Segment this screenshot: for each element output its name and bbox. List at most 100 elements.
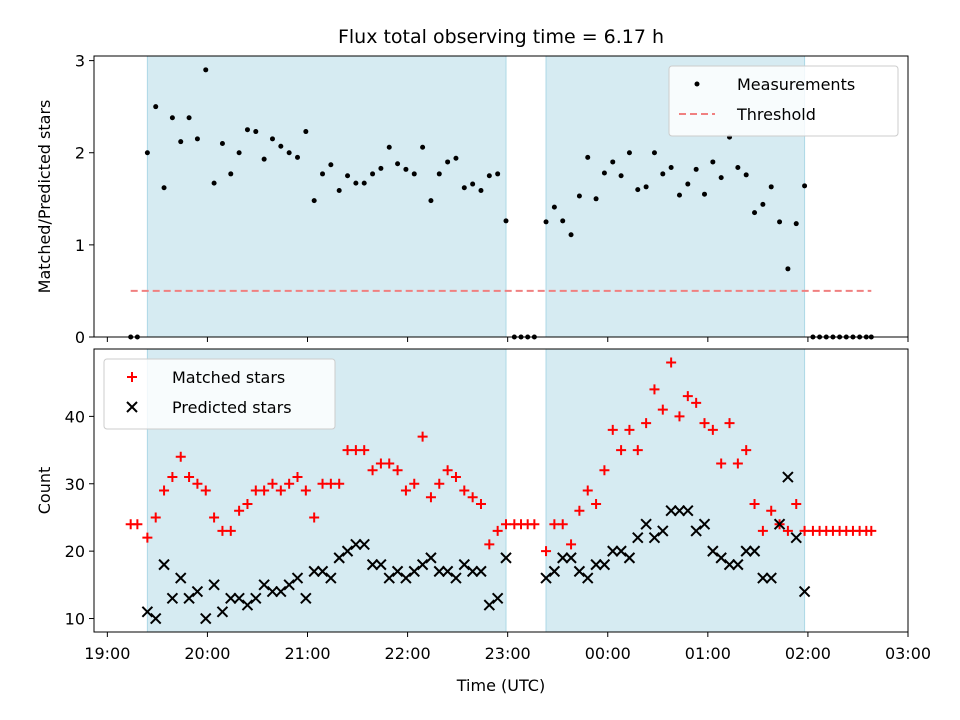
data-point [459,485,470,496]
data-point [250,485,261,496]
data-point [732,458,743,469]
data-point [741,445,752,456]
data-point [253,129,259,135]
data-point [735,164,741,170]
legend-label: Matched stars [172,368,285,387]
data-point [300,485,311,496]
legend-label: Measurements [737,75,855,94]
data-point [417,431,428,442]
data-point [169,115,175,121]
data-point [200,612,212,625]
legend-box [668,65,899,137]
data-point [445,159,451,165]
data-point [428,198,434,204]
series-matched-stars [125,357,877,557]
data-point [450,472,461,483]
data-point [607,545,619,557]
data-point [676,192,682,198]
data-point [300,592,312,605]
data-point [425,492,436,503]
data-point [228,171,234,177]
data-point [732,558,744,571]
data-point [225,592,237,605]
data-point [782,525,793,536]
data-point [408,565,420,578]
data-point [491,592,504,605]
data-point [267,478,278,489]
legend: Measurements Threshold [668,65,899,137]
data-point [541,546,552,557]
data-point [674,411,685,422]
data-point [500,552,512,564]
data-point [616,445,627,456]
data-point [345,173,351,179]
y-tick-label: 3 [75,52,85,71]
panel-2: 10 20 30 40 19:00 20:00 21:00 22:00 23:00 00:00 01… [35,348,931,695]
data-point [802,183,808,189]
data-point [565,552,577,564]
data-point [615,545,627,557]
data-point [610,159,616,165]
data-point [715,552,727,564]
legend-marker [126,401,138,413]
data-point [657,404,668,415]
data-point [765,572,777,584]
data-point [217,525,228,536]
observing-window-1 [146,55,507,338]
data-point [234,505,245,516]
data-point [366,558,379,571]
data-point [441,565,454,578]
data-point [350,538,362,551]
data-point [283,579,295,591]
x-tick-label: 23:00 [485,644,531,663]
data-point [475,498,486,509]
data-point [161,185,167,191]
data-point [743,172,749,178]
data-point [233,592,245,605]
data-point [682,391,693,402]
data-point [266,585,279,598]
data-point [624,424,635,435]
data-point [665,505,677,517]
data-point [219,141,225,147]
data-point [790,531,802,544]
data-point [375,558,387,571]
data-point [557,519,568,530]
data-point [501,519,512,530]
data-point [699,418,710,429]
data-point [433,565,445,578]
x-tick-label: 22:00 [385,644,431,663]
data-point [716,458,727,469]
data-point [484,539,495,550]
data-point [557,552,569,564]
data-point [785,266,791,272]
data-point [158,558,170,571]
data-point [593,196,599,202]
data-point [598,558,611,571]
series-predicted-stars [141,471,811,625]
data-point [144,150,150,156]
data-point [710,159,716,165]
data-point [400,485,411,496]
data-point [461,185,467,191]
data-point [244,127,250,133]
data-point [757,572,769,584]
data-point [543,219,549,225]
data-point [707,545,719,557]
data-point [601,170,607,176]
data-point [690,525,702,537]
data-point [241,599,254,611]
data-point [660,171,666,177]
data-point [311,198,317,204]
data-point [184,472,195,483]
data-point [367,465,378,476]
data-point [682,505,694,517]
data-point [768,184,774,190]
y-tick-label: 40 [65,407,85,426]
data-point [361,180,367,186]
data-point [409,478,420,489]
data-point [436,171,442,177]
data-point [548,565,561,578]
data-point [757,525,768,536]
data-point [320,171,326,177]
